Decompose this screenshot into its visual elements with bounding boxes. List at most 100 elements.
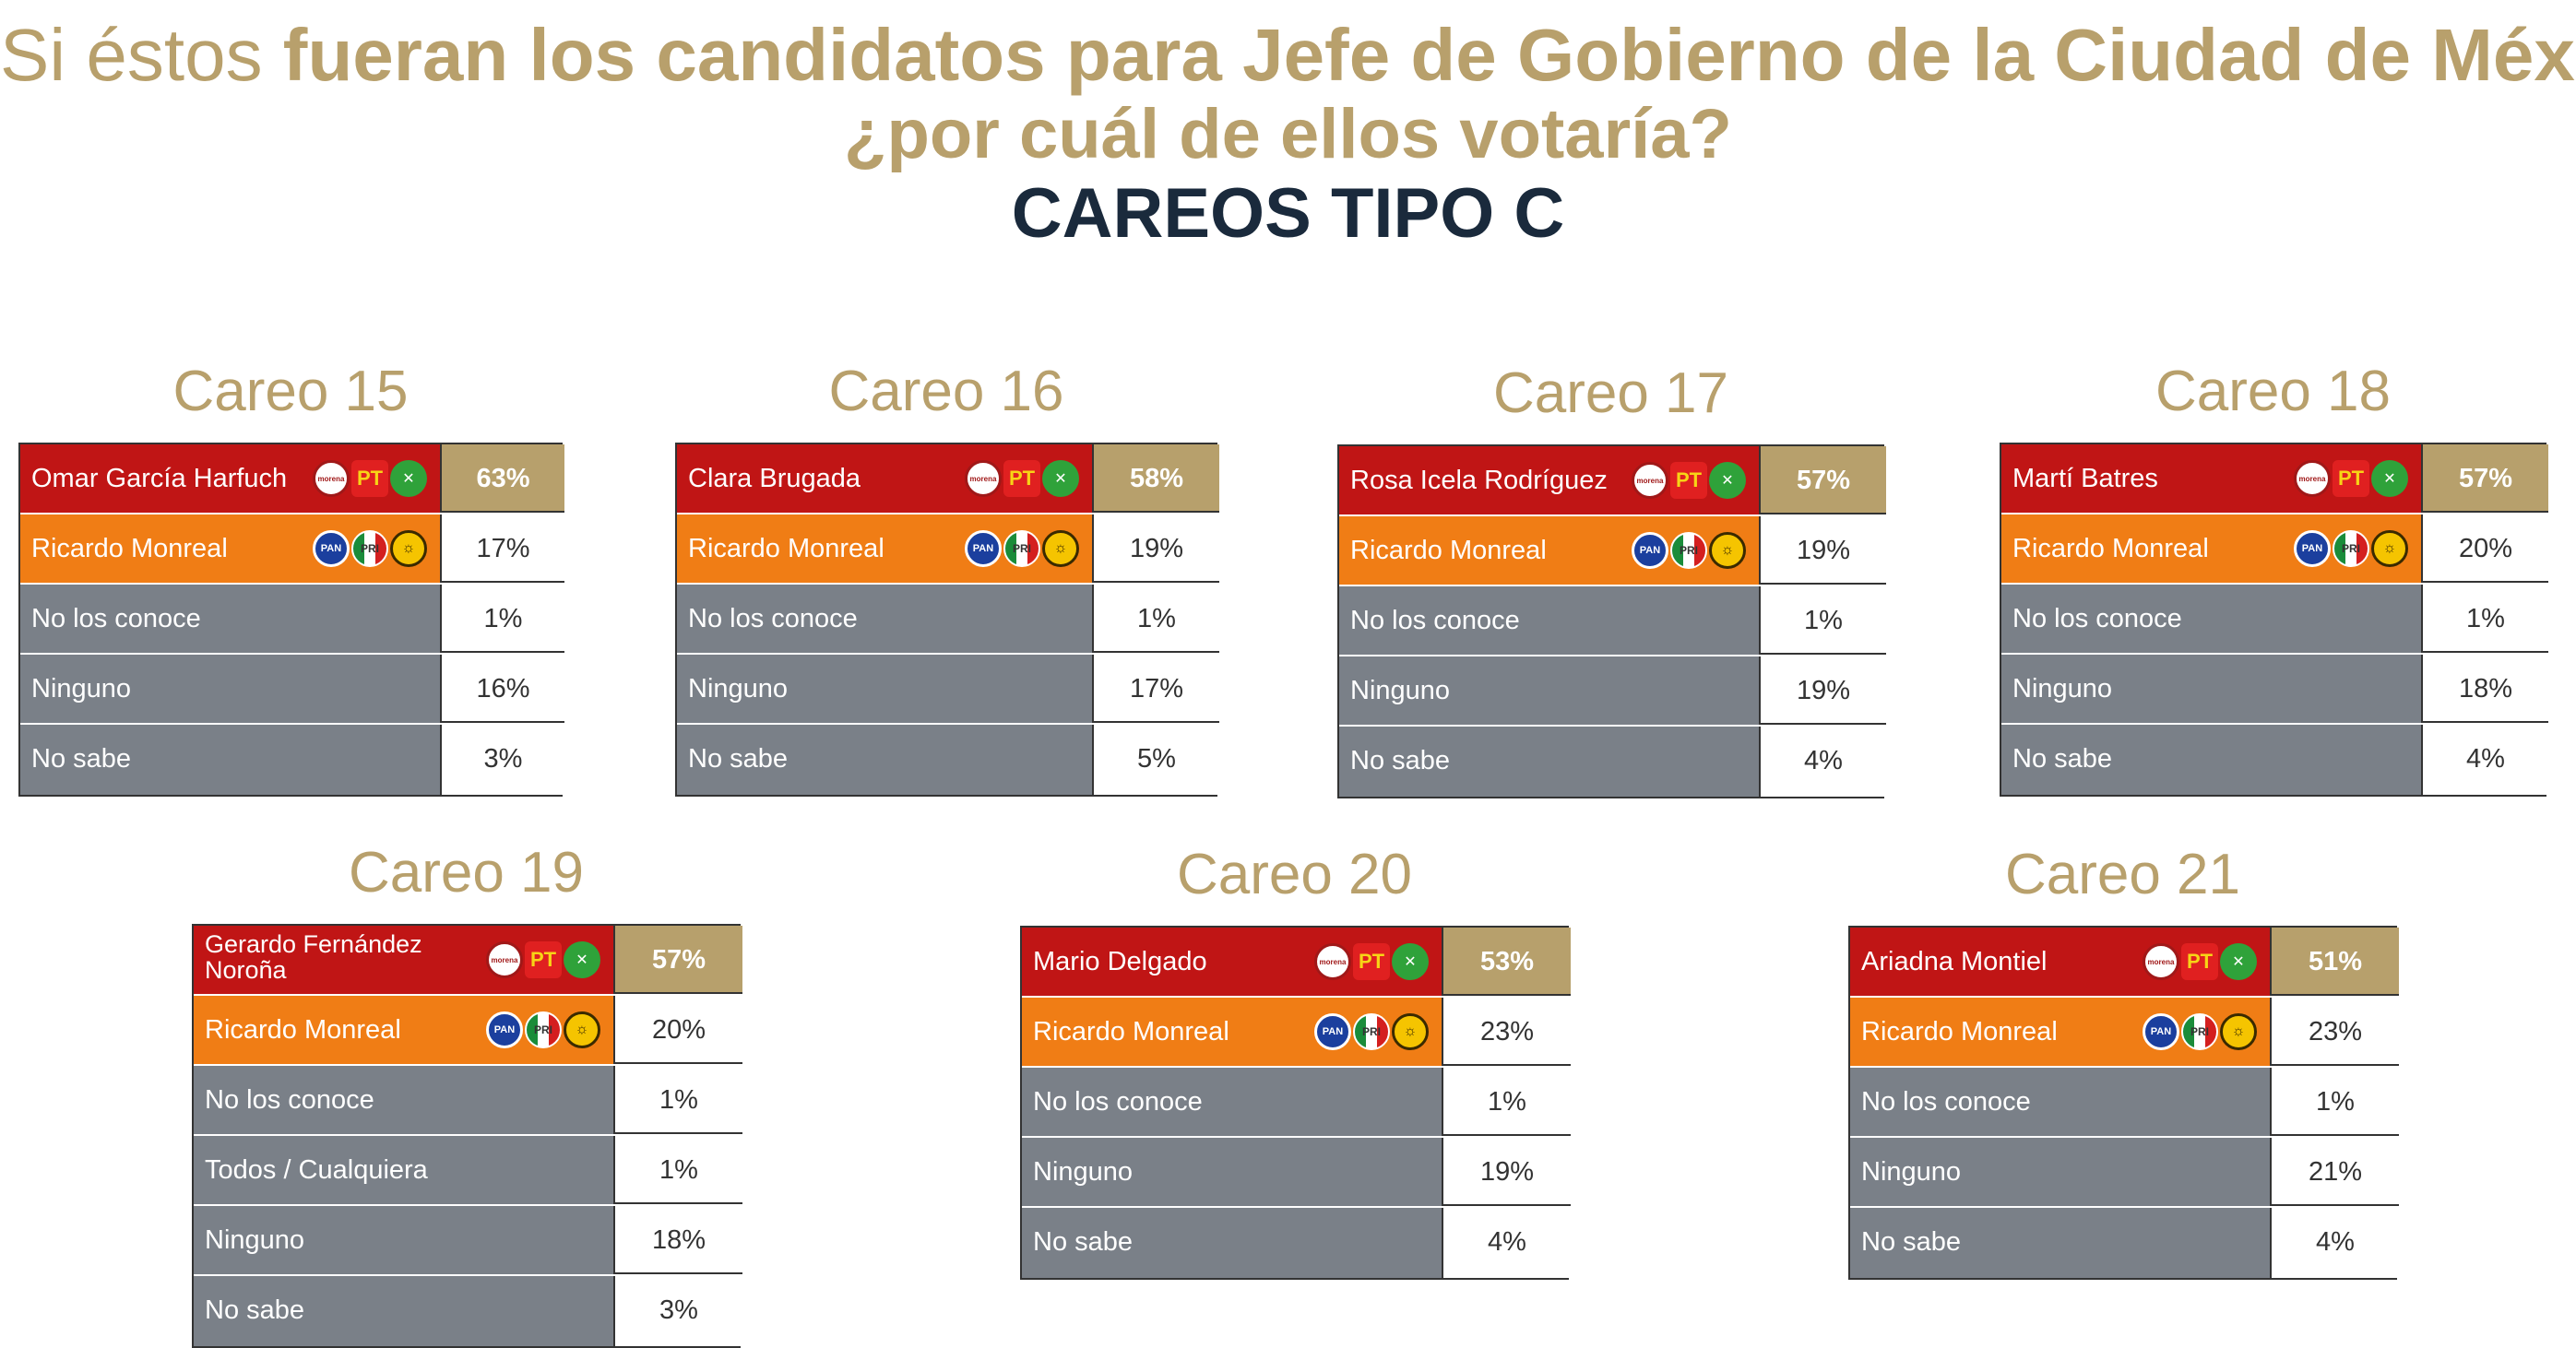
row-label: Ninguno [205, 1225, 305, 1255]
row-value: 19% [1759, 516, 1886, 585]
pan-logo-icon: PAN [965, 530, 1002, 567]
row-name-cell: No los conoce [1339, 586, 1759, 655]
table-row: Ricardo Monreal PAN PRI ☼ 23% [1850, 998, 2399, 1068]
row-name-cell: No los conoce [1022, 1068, 1442, 1136]
pan-logo-icon: PAN [2294, 530, 2331, 567]
row-name-cell: No sabe [194, 1276, 613, 1346]
table-row: No los conoce 1% [194, 1066, 742, 1136]
pri-logo-icon: PRI [1003, 530, 1040, 567]
pt-logo-icon: PT [2333, 460, 2369, 497]
row-value: 51% [2270, 928, 2399, 996]
row-label: No los conoce [1861, 1087, 2031, 1117]
pvem-logo-icon: ✕ [564, 941, 600, 978]
careo-table: Omar García Harfuch morena PT ✕ 63% Ricardo M… [18, 443, 564, 797]
row-name-cell: Ninguno [194, 1206, 613, 1274]
row-name-cell: No los conoce [194, 1066, 613, 1134]
table-row: No sabe 3% [194, 1276, 742, 1346]
row-label: Clara Brugada [688, 464, 861, 493]
table-row: Mario Delgado morena PT ✕ 53% [1022, 928, 1571, 998]
row-value: 53% [1442, 928, 1571, 996]
morena-logo-icon: morena [313, 460, 350, 497]
row-label: Ninguno [1033, 1157, 1134, 1187]
careo-table: Rosa Icela Rodríguez morena PT ✕ 57% Ricardo … [1337, 444, 1886, 798]
title-prefix: Si éstos [0, 14, 283, 96]
table-row: Ninguno 19% [1022, 1138, 1571, 1208]
pvem-logo-icon: ✕ [1709, 462, 1746, 499]
row-value: 1% [1092, 585, 1219, 653]
row-value: 23% [2270, 998, 2399, 1066]
table-row: No los conoce 1% [677, 585, 1219, 655]
row-label: No sabe [31, 744, 132, 774]
row-value: 1% [613, 1066, 742, 1134]
row-label: No los conoce [1350, 606, 1520, 635]
morena-logo-icon: morena [2143, 943, 2179, 980]
row-name-cell: Ninguno [677, 655, 1092, 723]
pri-logo-icon: PRI [351, 530, 388, 567]
pt-logo-icon: PT [1670, 462, 1707, 499]
row-name-cell: Ninguno [1339, 656, 1759, 725]
row-name-cell: Omar García Harfuch [20, 444, 440, 513]
row-label: Ricardo Monreal [1350, 536, 1547, 565]
morena-logo-icon: morena [965, 460, 1002, 497]
row-value: 57% [613, 926, 742, 994]
row-value: 1% [440, 585, 564, 653]
table-row: Ricardo Monreal PAN PRI ☼ 19% [1339, 516, 1886, 586]
pri-logo-icon: PRI [1670, 532, 1707, 569]
row-value: 19% [1759, 656, 1886, 725]
row-name-cell: Ricardo Monreal [1022, 998, 1442, 1066]
party-logos: morena PT ✕ [2294, 444, 2408, 513]
row-name-cell: No sabe [2001, 725, 2421, 795]
table-row: Ariadna Montiel morena PT ✕ 51% [1850, 928, 2399, 998]
row-value: 20% [613, 996, 742, 1064]
table-row: Martí Batres morena PT ✕ 57% [2001, 444, 2548, 514]
party-logos: morena PT ✕ [1632, 446, 1746, 514]
row-name-cell: Todos / Cualquiera [194, 1136, 613, 1204]
row-name-cell: No sabe [677, 725, 1092, 795]
table-row: Ninguno 18% [2001, 655, 2548, 725]
row-value: 4% [1442, 1208, 1571, 1278]
careo-table: Martí Batres morena PT ✕ 57% Ricardo Monreal P… [2000, 443, 2548, 797]
row-label: No los conoce [2012, 604, 2182, 633]
row-label: Gerardo Fernández Noroña [205, 930, 422, 984]
careo-table: Gerardo Fernández Noroña morena PT ✕ 57% Rica… [192, 924, 742, 1348]
morena-logo-icon: morena [1314, 943, 1351, 980]
party-logos: PAN PRI ☼ [486, 996, 600, 1064]
table-row: No los conoce 1% [1850, 1068, 2399, 1138]
row-value: 3% [613, 1276, 742, 1346]
title-bold: fueran los candidatos para Jefe de Gobie… [282, 14, 2576, 96]
row-label: No sabe [1861, 1227, 1962, 1257]
table-row: No los conoce 1% [2001, 585, 2548, 655]
table-row: Ninguno 21% [1850, 1138, 2399, 1208]
row-value: 19% [1442, 1138, 1571, 1206]
careo-title: Careo 16 [828, 360, 1064, 423]
prd-logo-icon: ☼ [1709, 532, 1746, 569]
table-row: No sabe 4% [1850, 1208, 2399, 1278]
prd-logo-icon: ☼ [1042, 530, 1079, 567]
pri-logo-icon: PRI [1353, 1013, 1390, 1050]
row-value: 5% [1092, 725, 1219, 795]
row-value: 20% [2421, 514, 2548, 583]
table-row: Ricardo Monreal PAN PRI ☼ 17% [20, 514, 564, 585]
row-name-cell: No los conoce [677, 585, 1092, 653]
prd-logo-icon: ☼ [2220, 1013, 2257, 1050]
row-label: Todos / Cualquiera [205, 1155, 428, 1185]
row-label: No sabe [688, 744, 789, 774]
row-value: 16% [440, 655, 564, 723]
pt-logo-icon: PT [525, 941, 562, 978]
party-logos: morena PT ✕ [1314, 928, 1429, 996]
table-row: Ninguno 17% [677, 655, 1219, 725]
row-label: Ricardo Monreal [1033, 1017, 1229, 1046]
pan-logo-icon: PAN [1314, 1013, 1351, 1050]
row-label: Mario Delgado [1033, 947, 1207, 976]
row-value: 1% [2421, 585, 2548, 653]
table-row: Todos / Cualquiera 1% [194, 1136, 742, 1206]
table-row: Gerardo Fernández Noroña morena PT ✕ 57% [194, 926, 742, 996]
row-label: Omar García Harfuch [31, 464, 288, 493]
row-name-cell: No los conoce [20, 585, 440, 653]
pan-logo-icon: PAN [2143, 1013, 2179, 1050]
row-value: 17% [440, 514, 564, 583]
row-value: 4% [2421, 725, 2548, 795]
row-value: 1% [2270, 1068, 2399, 1136]
pri-logo-icon: PRI [2181, 1013, 2218, 1050]
careo-table: Clara Brugada morena PT ✕ 58% Ricardo Monreal… [675, 443, 1219, 797]
